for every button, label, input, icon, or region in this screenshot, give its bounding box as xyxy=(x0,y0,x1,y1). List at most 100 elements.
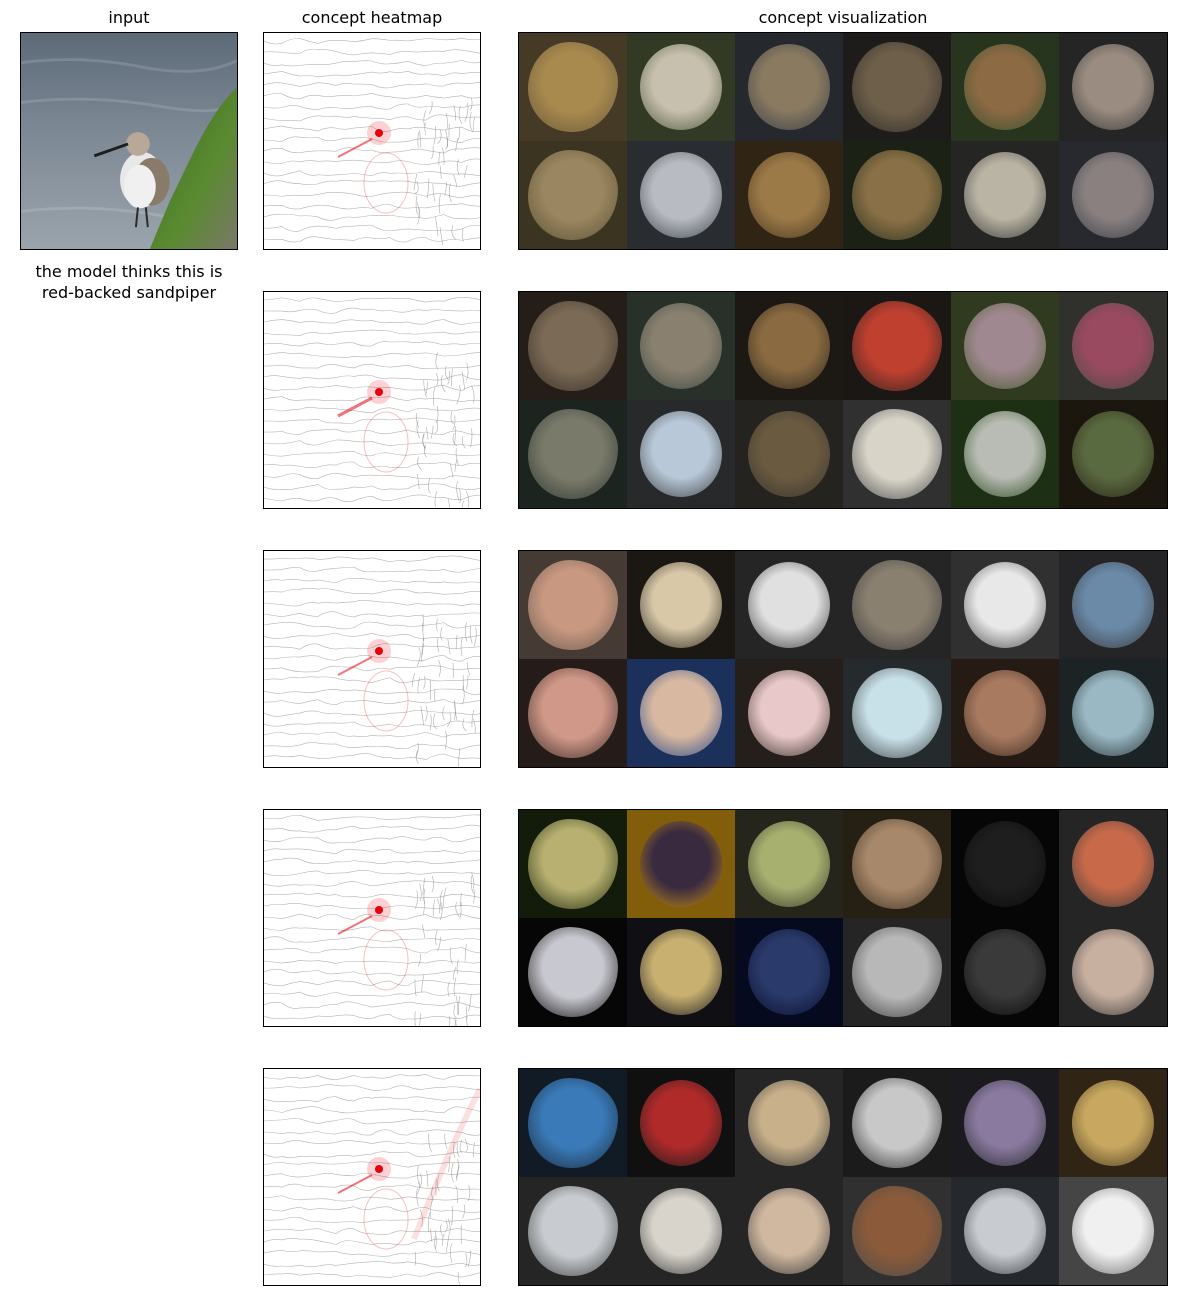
concept-patch xyxy=(639,1079,723,1167)
concept-patch xyxy=(963,410,1047,498)
concept-example-image xyxy=(735,33,843,141)
concept-example-image xyxy=(735,141,843,249)
concept-example-image xyxy=(519,810,627,918)
heat-region xyxy=(337,121,409,214)
concept-patch xyxy=(527,1185,619,1277)
concept-example-image xyxy=(1059,810,1167,918)
concept-example-image xyxy=(951,292,1059,400)
heat-region xyxy=(337,380,409,473)
concept-example-image xyxy=(843,1069,951,1177)
concept-patch xyxy=(1071,561,1155,649)
concept-patch xyxy=(639,151,723,239)
concept-patch xyxy=(851,1077,943,1169)
concept-example-image xyxy=(627,659,735,767)
concept-patch xyxy=(851,818,943,910)
concept-visualization-grid xyxy=(518,291,1168,509)
concept-patch xyxy=(1071,1187,1155,1275)
concept-patch xyxy=(747,410,831,498)
concept-patch xyxy=(851,149,943,241)
concept-example-image xyxy=(519,659,627,767)
concept-example-image xyxy=(1059,141,1167,249)
concept-example-image xyxy=(1059,292,1167,400)
concept-patch xyxy=(963,151,1047,239)
concept-example-image xyxy=(951,1069,1059,1177)
concept-patch xyxy=(747,43,831,131)
concept-patch xyxy=(963,561,1047,649)
visualization-header: concept visualization xyxy=(758,8,928,27)
concept-patch xyxy=(639,302,723,390)
prediction-label: red-backed sandpiper xyxy=(41,283,217,302)
concept-example-image xyxy=(843,810,951,918)
concept-example-image xyxy=(951,918,1059,1026)
concept-example-image xyxy=(627,918,735,1026)
concept-patch xyxy=(1071,928,1155,1016)
concept-example-image xyxy=(1059,659,1167,767)
concept-visualization-grid xyxy=(518,809,1168,1027)
concept-patch xyxy=(747,302,831,390)
concept-patch xyxy=(527,667,619,759)
concept-example-image xyxy=(735,292,843,400)
concept-patch xyxy=(963,302,1047,390)
concept-heatmap xyxy=(263,291,481,509)
concept-patch xyxy=(527,559,619,651)
concept-example-image xyxy=(1059,1069,1167,1177)
concept-patch xyxy=(527,1077,619,1169)
concept-patch xyxy=(639,561,723,649)
concept-example-image xyxy=(735,810,843,918)
concept-patch xyxy=(1071,151,1155,239)
concept-example-image xyxy=(843,292,951,400)
concept-patch xyxy=(851,408,943,500)
concept-heatmap xyxy=(263,1068,481,1286)
concept-example-image xyxy=(1059,918,1167,1026)
concept-heatmap xyxy=(263,32,481,250)
concept-example-image xyxy=(627,141,735,249)
concept-example-image xyxy=(951,33,1059,141)
concept-patch xyxy=(527,818,619,910)
concept-patch xyxy=(963,820,1047,908)
prediction-caption: the model thinks this is red-backed sand… xyxy=(20,261,238,303)
concept-patch xyxy=(639,43,723,131)
concept-example-image xyxy=(627,551,735,659)
concept-example-image xyxy=(735,400,843,508)
concept-example-image xyxy=(519,33,627,141)
concept-example-image xyxy=(519,918,627,1026)
concept-example-image xyxy=(519,551,627,659)
concept-patch xyxy=(639,928,723,1016)
concept-patch xyxy=(963,1079,1047,1167)
concept-example-image xyxy=(627,1069,735,1177)
concept-example-image xyxy=(951,400,1059,508)
heatmap-header: concept heatmap xyxy=(301,8,443,27)
heat-region xyxy=(337,639,409,732)
concept-patch xyxy=(851,559,943,651)
concept-example-image xyxy=(951,551,1059,659)
concept-patch xyxy=(527,408,619,500)
concept-visualization-grid xyxy=(518,1068,1168,1286)
heatmap-canvas xyxy=(264,37,480,246)
concept-patch xyxy=(747,1187,831,1275)
concept-example-image xyxy=(951,810,1059,918)
concept-heatmap xyxy=(263,809,481,1027)
concept-heatmap xyxy=(263,550,481,768)
concept-patch xyxy=(963,43,1047,131)
concept-patch xyxy=(851,926,943,1018)
concept-patch xyxy=(527,926,619,1018)
concept-patch xyxy=(527,41,619,133)
concept-example-image xyxy=(843,400,951,508)
concept-patch xyxy=(639,669,723,757)
heat-region xyxy=(337,898,409,991)
concept-patch xyxy=(1071,669,1155,757)
input-header: input xyxy=(108,8,150,27)
concept-example-image xyxy=(1059,1177,1167,1285)
concept-example-image xyxy=(843,141,951,249)
concept-example-image xyxy=(627,1177,735,1285)
concept-patch xyxy=(963,928,1047,1016)
concept-patch xyxy=(747,928,831,1016)
heatmap-canvas xyxy=(264,814,480,1026)
heatmap-canvas xyxy=(264,555,480,767)
concept-example-image xyxy=(519,141,627,249)
concept-example-image xyxy=(843,551,951,659)
concept-patch xyxy=(639,820,723,908)
sandpiper-photo xyxy=(21,58,237,249)
concept-patch xyxy=(527,300,619,392)
concept-example-image xyxy=(627,400,735,508)
